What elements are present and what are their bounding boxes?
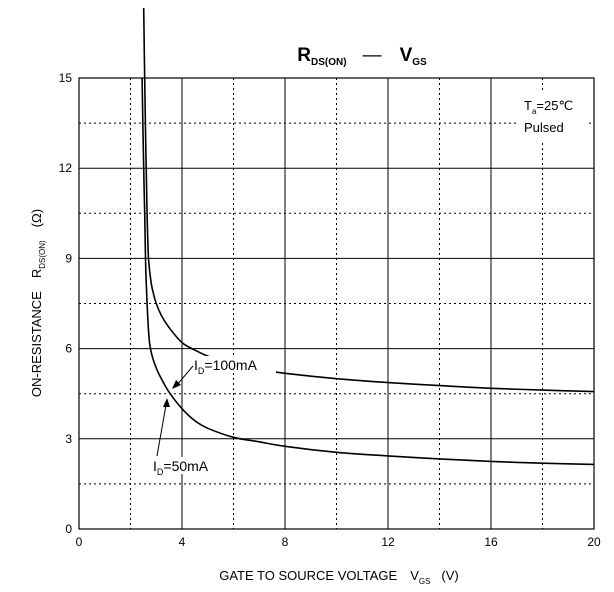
label-id-50ma: ID=50mA — [153, 458, 209, 477]
y-tick-label: 9 — [65, 251, 72, 265]
grid — [79, 78, 594, 529]
temperature-note: Ta=25℃ — [524, 98, 573, 116]
y-tick-label: 3 — [65, 432, 72, 446]
label-bg-50ma — [151, 457, 225, 474]
conditions-background — [517, 90, 589, 140]
pulsed-note: Pulsed — [524, 120, 564, 135]
label-100ma-i: I — [194, 357, 198, 373]
ta-sub: a — [532, 107, 537, 116]
ta-symbol: T — [524, 98, 532, 113]
ta-value: =25℃ — [536, 98, 573, 113]
arrow-line-100ma — [175, 365, 194, 387]
label-100ma-sub: D — [198, 366, 205, 376]
y-tick-label: 6 — [65, 342, 72, 356]
title-r: R — [297, 45, 311, 66]
title-r-sub: DS(ON) — [311, 57, 347, 68]
label-50ma-value: =50mA — [163, 458, 208, 474]
label-id-100ma: ID=100mA — [194, 357, 258, 376]
x-tick-label: 20 — [587, 535, 601, 549]
y-axis-symbol-sub: DS(ON) — [38, 240, 47, 269]
y-tick-label: 0 — [65, 522, 72, 536]
label-100ma-value: =100mA — [204, 357, 257, 373]
series-line-50ma — [141, 77, 595, 466]
x-axis-symbol: V — [410, 568, 419, 583]
y-axis-symbol: R — [29, 269, 44, 278]
y-axis-label: ON-RESISTANCE RDS(ON) (Ω) — [29, 209, 47, 397]
plot-frame — [78, 77, 595, 530]
test-conditions: Ta=25℃ Pulsed — [517, 90, 589, 140]
x-tick-label: 12 — [381, 535, 395, 549]
y-axis-label-main: ON-RESISTANCE — [29, 291, 44, 397]
tick-labels: 0 4 8 12 16 20 0 3 6 9 12 15 — [59, 71, 601, 549]
x-axis-unit: (V) — [441, 568, 458, 583]
arrow-line-50ma — [156, 404, 167, 457]
x-tick-label: 0 — [76, 535, 83, 549]
y-axis-unit: (Ω) — [29, 209, 44, 227]
x-axis-symbol-sub: GS — [419, 577, 431, 586]
x-axis-label: GATE TO SOURCE VOLTAGE VGS (V) — [219, 568, 459, 586]
arrow-head-50ma — [163, 398, 170, 407]
x-tick-label: 16 — [484, 535, 498, 549]
title-v: V — [400, 45, 413, 66]
x-tick-label: 4 — [179, 535, 186, 549]
series-line-100ma — [142, 7, 595, 393]
y-tick-label: 15 — [59, 71, 73, 85]
label-50ma-i: I — [153, 458, 157, 474]
curves — [141, 7, 595, 466]
label-bg-100ma — [192, 356, 276, 373]
x-axis-label-main: GATE TO SOURCE VOLTAGE — [219, 568, 397, 583]
label-50ma-sub: D — [157, 467, 164, 477]
title-dash: — — [363, 45, 382, 66]
title-v-sub: GS — [412, 57, 427, 68]
y-tick-label: 12 — [59, 161, 73, 175]
chart-title: RDS(ON) — VGS — [297, 45, 427, 68]
arrow-head-100ma — [172, 380, 181, 389]
series-annotations: ID=100mA ID=50mA — [151, 356, 276, 477]
x-tick-label: 8 — [282, 535, 289, 549]
